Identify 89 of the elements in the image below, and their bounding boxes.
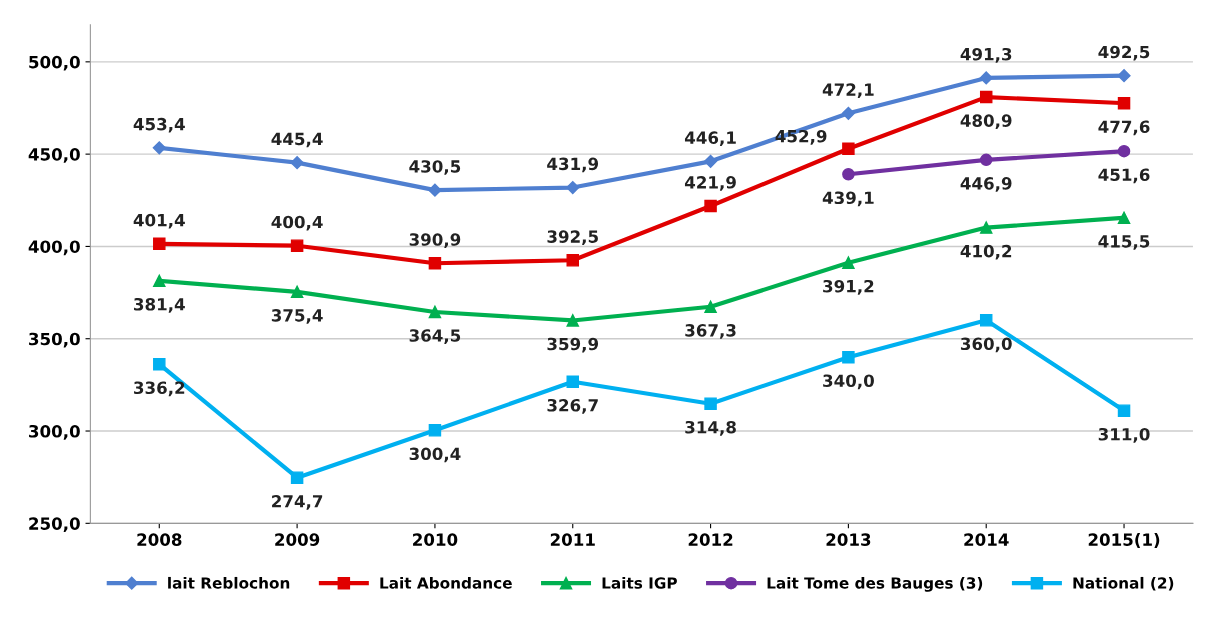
data-label: 439,1 [822, 191, 874, 207]
point [979, 314, 993, 327]
point [566, 314, 580, 327]
data-label: 446,9 [960, 177, 1012, 192]
legend-label: Lait Abondance [380, 576, 512, 589]
data-label: 359,9 [547, 337, 599, 353]
data-label: 360,0 [960, 337, 1012, 353]
y-tick-label: 350,0 [29, 332, 80, 348]
point [979, 221, 993, 234]
data-label: 446,1 [684, 131, 736, 147]
point [428, 256, 442, 270]
point [428, 305, 442, 319]
point [703, 154, 718, 168]
y-tick-label: 400,0 [28, 240, 80, 256]
x-tick-label: 2008 [137, 533, 182, 546]
data-label: 274,7 [272, 494, 323, 510]
data-label: 451,6 [1098, 168, 1150, 184]
point [842, 350, 855, 364]
point [979, 90, 993, 104]
point [428, 424, 442, 437]
legend-label: National (2) [1073, 576, 1174, 591]
point [290, 285, 304, 299]
point [152, 141, 166, 155]
point [1117, 144, 1131, 158]
data-label: 410,2 [960, 244, 1012, 260]
point [566, 254, 580, 267]
data-label: 415,5 [1098, 235, 1150, 250]
data-label: 300,4 [409, 447, 461, 463]
x-tick-label: 2011 [550, 533, 595, 546]
data-label: 364,5 [409, 329, 461, 344]
legend-label: lait Reblochon [168, 576, 290, 589]
point [842, 168, 855, 181]
data-label: 336,2 [134, 381, 185, 397]
point [704, 300, 717, 314]
data-label: 431,9 [547, 157, 599, 173]
data-label: 400,4 [271, 215, 323, 231]
data-label: 326,7 [547, 398, 598, 414]
data-label: 421,9 [684, 176, 736, 191]
data-label: 491,3 [960, 47, 1012, 63]
data-label: 445,4 [271, 132, 323, 148]
x-tick-label: 2014 [964, 533, 1009, 546]
point [153, 357, 166, 371]
x-tick-label: 2015(1) [1088, 533, 1160, 548]
point [290, 239, 304, 252]
point [1117, 96, 1131, 110]
data-label: 375,4 [271, 309, 323, 324]
point [290, 471, 304, 484]
y-tick-label: 300,0 [29, 424, 80, 440]
data-label: 452,9 [775, 129, 827, 145]
data-label: 392,5 [547, 230, 598, 246]
point [428, 183, 442, 197]
data-label: 391,2 [823, 279, 874, 295]
y-tick-label: 450,0 [28, 148, 80, 163]
point [1117, 404, 1131, 417]
point [979, 71, 993, 85]
point [842, 256, 855, 269]
x-tick-label: 2013 [826, 533, 871, 546]
point [1117, 69, 1131, 83]
point [566, 180, 580, 195]
data-label: 430,5 [409, 160, 461, 175]
point [704, 397, 717, 410]
data-label: 311,0 [1098, 427, 1150, 443]
point [1117, 211, 1131, 225]
point [153, 237, 166, 251]
point [290, 156, 304, 170]
x-tick-label: 2009 [275, 533, 320, 546]
x-tick-label: 2010 [413, 533, 458, 546]
y-tick-label: 500,0 [29, 55, 80, 71]
y-tick-label: 250,0 [29, 517, 80, 533]
data-label: 401,4 [133, 213, 185, 229]
legend-label: Lait Tome des Bauges (3) [767, 576, 983, 592]
data-label: 390,9 [409, 233, 461, 248]
point [842, 142, 855, 156]
point [704, 199, 717, 213]
data-label: 472,1 [822, 83, 874, 99]
point [153, 274, 166, 288]
data-label: 477,6 [1098, 120, 1150, 136]
data-label: 340,0 [823, 374, 874, 390]
point [841, 106, 855, 120]
x-tick-label: 2012 [688, 533, 733, 546]
point [979, 153, 993, 167]
data-label: 492,5 [1098, 45, 1150, 61]
data-label: 453,4 [133, 117, 185, 133]
point [566, 375, 580, 388]
data-label: 381,4 [134, 297, 185, 313]
legend-label: Laits IGP [602, 576, 677, 589]
data-label: 314,8 [685, 420, 736, 436]
data-label: 480,9 [960, 114, 1012, 130]
data-label: 367,3 [685, 324, 736, 339]
